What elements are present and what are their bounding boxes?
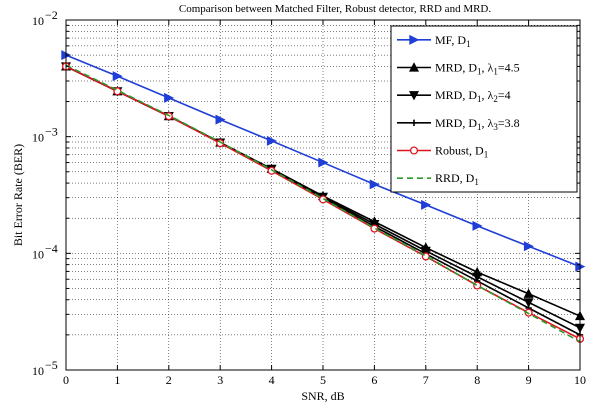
- legend-item: MRD, D1, λ2=4: [397, 88, 511, 104]
- y-axis-title: Bit Error Rate (BER): [11, 144, 25, 246]
- legend-subscript: 1: [474, 177, 479, 187]
- x-tick-label: 9: [526, 373, 532, 387]
- x-tick-label: 0: [63, 373, 69, 387]
- legend-label: RRD, D1: [435, 171, 479, 187]
- legend-text-part: , λ: [482, 116, 494, 130]
- y-tick-exponent: −2: [45, 8, 58, 22]
- legend-label: MRD, D1, λ2=4: [435, 88, 511, 104]
- x-tick-label: 5: [320, 373, 326, 387]
- legend-label: MF, D1: [435, 33, 471, 49]
- data-point: [369, 179, 380, 190]
- x-tick-label: 1: [114, 373, 120, 387]
- data-point: [523, 298, 534, 308]
- legend-text-part: MRD, D: [435, 61, 477, 75]
- legend-text-part: , λ: [482, 61, 494, 75]
- legend-subscript: 1: [477, 122, 482, 132]
- y-tick-exponent: −3: [45, 125, 58, 139]
- chart-title: Comparison between Matched Filter, Robus…: [179, 3, 492, 15]
- legend-marker: [409, 146, 419, 155]
- data-point: [370, 224, 379, 233]
- data-point: [164, 92, 175, 103]
- data-point: [266, 135, 277, 146]
- x-tick-label: 4: [269, 373, 275, 387]
- legend-text-part: =3.8: [498, 116, 520, 130]
- x-tick-label: 3: [217, 373, 223, 387]
- data-point: [472, 220, 483, 231]
- data-point: [112, 71, 123, 82]
- data-point: [318, 157, 329, 168]
- data-point: [421, 199, 432, 210]
- x-tick-label: 2: [166, 373, 172, 387]
- legend-marker: [409, 34, 420, 45]
- legend-text-part: Robust, D: [435, 144, 484, 158]
- y-tick-label: 10 −3: [32, 125, 58, 145]
- legend-text-part: MRD, D: [435, 88, 477, 102]
- legend-text-part: =4.5: [498, 61, 520, 75]
- legend-marker: [408, 62, 420, 72]
- legend-subscript: 1: [477, 94, 482, 104]
- data-point: [215, 114, 226, 125]
- data-point: [473, 281, 482, 290]
- legend-subscript: 1: [493, 67, 498, 77]
- legend-label: Robust, D1: [435, 144, 488, 160]
- series-layer: [60, 50, 586, 343]
- x-axis-title: SNR, dB: [301, 389, 344, 403]
- data-point: [523, 241, 534, 252]
- legend-item: MF, D1: [397, 33, 471, 49]
- y-tick-label: 10 −4: [32, 241, 58, 261]
- legend-label: MRD, D1, λ1=4.5: [435, 61, 520, 77]
- legend-subscript: 3: [493, 122, 498, 132]
- x-tick-label: 6: [371, 373, 377, 387]
- legend-item: RRD, D1: [397, 171, 479, 187]
- legend-text-part: RRD, D: [435, 171, 475, 185]
- y-tick-base: 10: [32, 364, 44, 378]
- data-point: [523, 288, 534, 298]
- legend-marker: [408, 91, 420, 101]
- legend-subscript: 1: [477, 67, 482, 77]
- series-5: [65, 64, 581, 343]
- legend-text-part: =4: [498, 88, 511, 102]
- y-tick-exponent: −4: [45, 241, 58, 255]
- y-tick-label: 10 −5: [32, 358, 58, 378]
- legend-subscript: 1: [466, 39, 471, 49]
- y-tick-label: 10 −2: [32, 8, 58, 28]
- legend-item: Robust, D1: [397, 144, 488, 160]
- legend-text-part: MF, D: [435, 33, 466, 47]
- legend-item: MRD, D1, λ1=4.5: [397, 61, 520, 77]
- legend-marker: [410, 119, 418, 127]
- y-tick-exponent: −5: [45, 358, 58, 372]
- legend-label: MRD, D1, λ3=3.8: [435, 116, 520, 132]
- legend-subscript: 1: [484, 150, 489, 160]
- y-tick-base: 10: [32, 247, 44, 261]
- x-tick-label: 8: [474, 373, 480, 387]
- legend-text-part: , λ: [482, 88, 494, 102]
- legend-box: [390, 25, 578, 193]
- legend-subscript: 2: [493, 94, 498, 104]
- series-line: [65, 64, 581, 343]
- y-tick-base: 10: [32, 14, 44, 28]
- data-point: [472, 272, 483, 282]
- legend-item: MRD, D1, λ3=3.8: [397, 116, 520, 132]
- x-tick-label: 10: [574, 373, 586, 387]
- y-tick-base: 10: [32, 131, 44, 145]
- legend-text-part: MRD, D: [435, 116, 477, 130]
- x-tick-label: 7: [423, 373, 429, 387]
